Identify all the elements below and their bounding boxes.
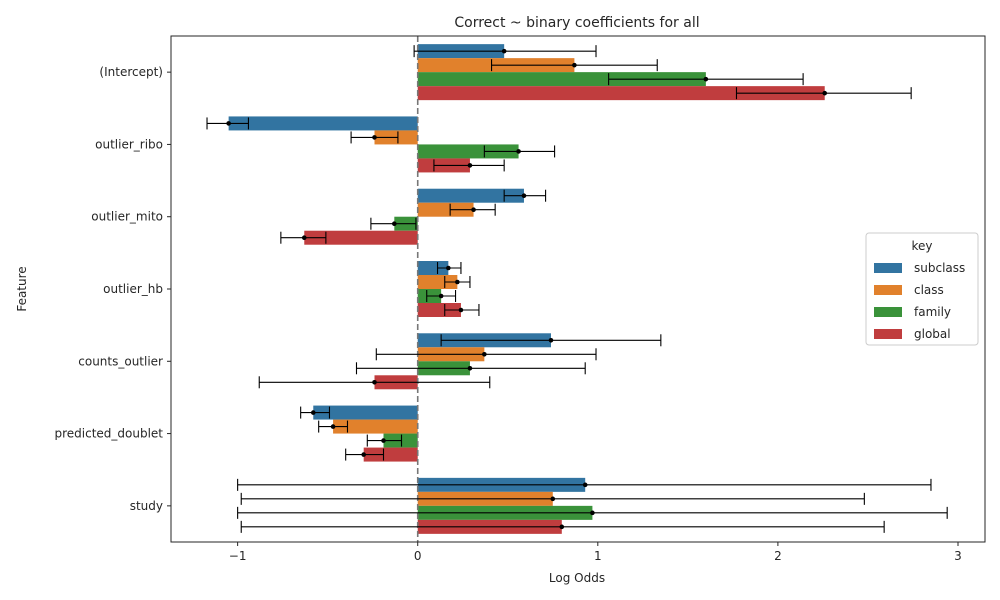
point-global-2 (301, 235, 307, 241)
legend-label-global: global (914, 327, 951, 341)
y-tick-label-3: outlier_hb (103, 282, 163, 296)
point-class-0 (572, 62, 577, 68)
point-subclass-3 (446, 265, 451, 271)
bar-subclass-1 (228, 116, 418, 131)
bar-subclass-2 (417, 188, 524, 203)
legend-label-subclass: subclass (914, 261, 965, 275)
point-family-4 (467, 365, 473, 371)
legend-swatch-class (874, 285, 902, 295)
point-global-0 (822, 90, 828, 96)
legend-title: key (911, 239, 932, 253)
legend: key subclass class family global (865, 232, 979, 346)
plot-area (206, 36, 948, 542)
point-subclass-0 (501, 48, 507, 54)
legend-swatch-subclass (874, 263, 902, 273)
point-subclass-5 (310, 410, 316, 415)
bar-class-2 (417, 202, 474, 217)
point-family-0 (703, 76, 709, 82)
x-tick-label-0: 0 (414, 549, 422, 563)
point-subclass-1 (226, 121, 231, 126)
y-tick-label-5: predicted_doublet (54, 427, 163, 441)
y-tick-label-0: (Intercept) (99, 65, 163, 79)
point-class-6 (550, 496, 556, 502)
bar-subclass-3 (417, 261, 449, 275)
y-axis-label: Feature (15, 266, 29, 311)
point-class-5 (330, 424, 336, 429)
point-subclass-2 (521, 193, 527, 199)
point-family-3 (438, 293, 444, 299)
y-tick-label-6: study (130, 499, 163, 513)
x-tick-label-3: 3 (954, 549, 962, 563)
point-global-3 (458, 307, 464, 313)
y-tick-label-4: counts_outlier (78, 354, 163, 368)
point-family-5 (381, 438, 386, 443)
bar-global-0 (417, 86, 825, 101)
y-axis: (Intercept) outlier_ribo outlier_mitooutli… (54, 65, 171, 513)
bar-family-0 (417, 72, 706, 87)
x-tick-label-1: 1 (594, 549, 602, 563)
point-family-2 (392, 221, 397, 227)
bar-family-1 (417, 144, 519, 159)
bar-global-2 (304, 230, 418, 245)
chart-title: Correct ~ binary coefficients for all (454, 15, 699, 31)
point-family-6 (590, 510, 595, 516)
legend-label-class: class (914, 283, 944, 297)
x-tick-label-2: 2 (774, 549, 782, 563)
point-family-1 (516, 149, 521, 154)
x-axis: −1 0 1 2 3 (229, 542, 962, 563)
point-global-6 (559, 524, 565, 530)
legend-swatch-family (874, 307, 902, 317)
x-tick-label--1: −1 (229, 549, 247, 563)
y-tick-label-1: outlier_ribo (95, 137, 163, 151)
point-global-4 (372, 379, 377, 385)
point-subclass-4 (548, 337, 554, 343)
point-class-3 (455, 279, 460, 285)
point-subclass-6 (582, 482, 588, 488)
plot-frame (170, 35, 986, 543)
x-axis-label: Log Odds (549, 571, 605, 585)
point-class-4 (482, 351, 487, 357)
point-global-1 (467, 163, 473, 168)
bar-global-3 (417, 303, 461, 317)
point-class-2 (471, 207, 476, 213)
point-global-5 (361, 452, 366, 457)
bar-global-5 (363, 447, 418, 462)
bar-class-5 (333, 419, 418, 434)
legend-label-family: family (914, 305, 951, 319)
bar-subclass-5 (313, 405, 418, 420)
y-tick-label-2: outlier_mito (91, 210, 163, 224)
bar-class-3 (417, 275, 458, 289)
point-class-1 (372, 135, 377, 140)
legend-swatch-global (874, 329, 902, 339)
